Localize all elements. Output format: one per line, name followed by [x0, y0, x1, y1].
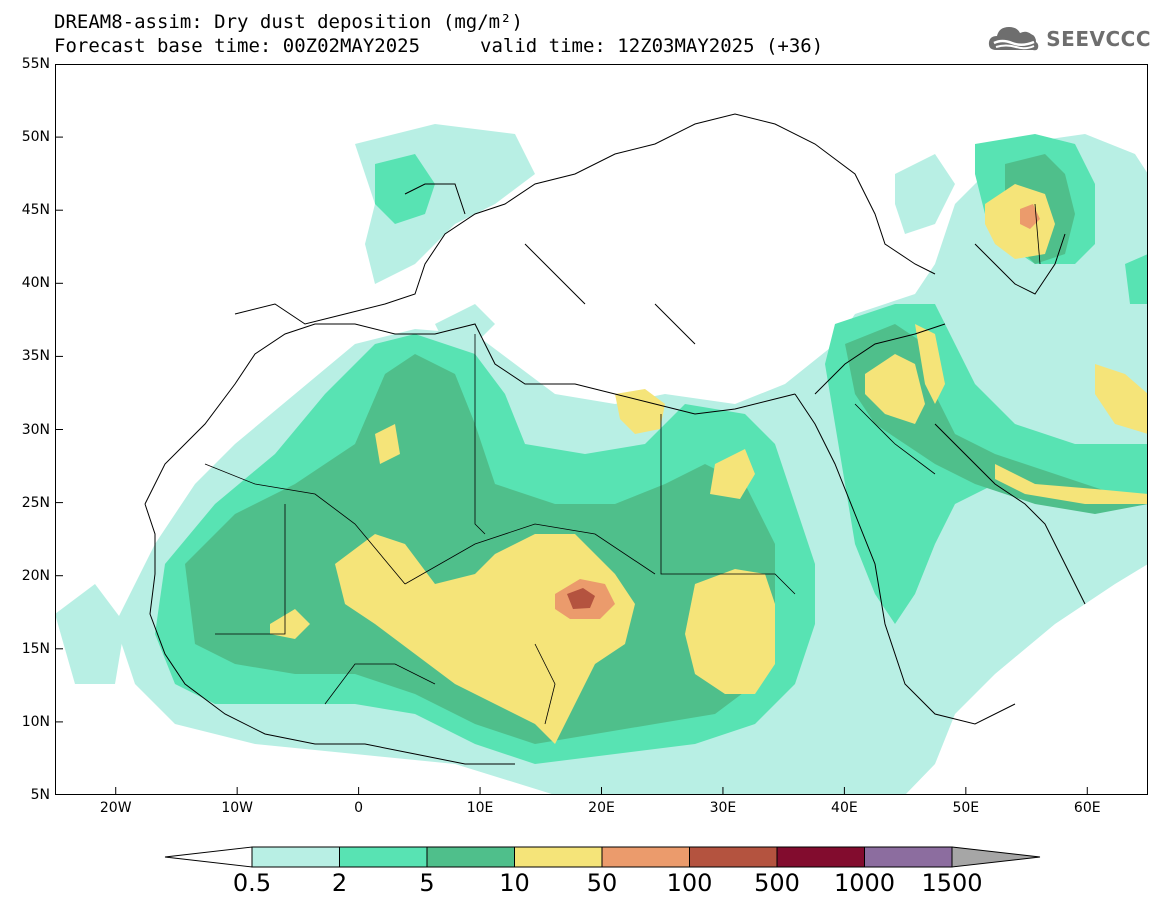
lon-label-20E: 20E [588, 800, 615, 816]
colorbar-label: 10 [499, 869, 530, 897]
lat-label-10N: 10N [21, 713, 50, 730]
lon-label-40E: 40E [831, 800, 858, 816]
logo-text: SEEVCCC [1046, 27, 1151, 51]
axis-ticks [55, 64, 1088, 795]
lon-label-20W: 20W [99, 800, 132, 816]
lat-label-35N: 35N [21, 348, 50, 365]
colorbar-arrow-high [951, 846, 1041, 868]
lon-label-10W: 10W [221, 800, 253, 816]
valid-time: valid time: 12Z03MAY2025 (+36) [480, 35, 824, 57]
lat-label-25N: 25N [21, 494, 50, 511]
colorbar-label: 0.5 [232, 869, 272, 897]
dust-level-10-50 [270, 184, 1148, 744]
colorbar-label: 2 [331, 869, 348, 897]
colorbar [164, 846, 1041, 868]
dust-level-100-500 [567, 588, 595, 609]
lon-label-10E: 10E [466, 800, 494, 816]
colorbar-cell [426, 846, 515, 868]
lon-label-50E: 50E [952, 800, 980, 816]
lon-label-60E: 60E [1073, 800, 1101, 816]
forecast-base-time: Forecast base time: 00Z02MAY2025 [54, 35, 421, 57]
colorbar-cell [689, 846, 778, 868]
map-title: DREAM8-assim: Dry dust deposition (mg/m²… [54, 11, 523, 33]
colorbar-label: 1000 [833, 869, 896, 897]
lat-label-50N: 50N [21, 129, 50, 146]
colorbar-label: 500 [754, 869, 800, 897]
lon-label-30E: 30E [709, 800, 737, 816]
cloud-icon [989, 27, 1039, 51]
colorbar-cell [776, 846, 865, 868]
lat-label-5N: 5N [30, 787, 50, 803]
dust-map [55, 64, 1148, 795]
coastlines [144, 113, 1086, 765]
colorbar-label: 1500 [921, 869, 983, 897]
lat-label-30N: 30N [21, 421, 50, 438]
colorbar-cell [864, 846, 953, 868]
colorbar-cell [514, 846, 603, 868]
colorbar-label: 5 [419, 869, 435, 897]
seevccc-logo: SEEVCCC [988, 24, 1151, 54]
lat-label-45N: 45N [21, 202, 50, 219]
colorbar-label: 100 [666, 869, 713, 897]
colorbar-cell [251, 846, 340, 868]
country-borders [204, 203, 1041, 725]
lat-label-20N: 20N [21, 567, 50, 584]
colorbar-label: 50 [586, 869, 618, 897]
colorbar-cell [601, 846, 690, 868]
lat-label-40N: 40N [21, 275, 50, 292]
colorbar-cell [339, 846, 428, 868]
lat-label-55N: 55N [21, 56, 50, 72]
lat-label-15N: 15N [21, 640, 50, 657]
colorbar-arrow-low [164, 846, 253, 868]
lon-label-0: 0 [354, 800, 364, 816]
